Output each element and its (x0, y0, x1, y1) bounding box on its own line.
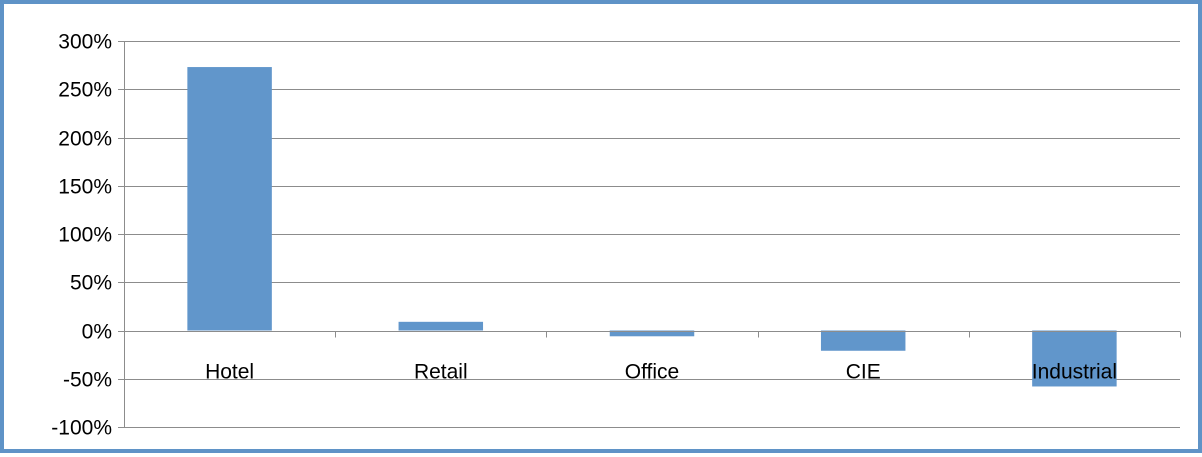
x-category-label: Industrial (1032, 361, 1117, 384)
y-tick-label: 300% (58, 31, 112, 54)
x-category-label: CIE (846, 361, 881, 384)
y-tick-label: 0% (82, 321, 112, 344)
y-tick-label: 100% (58, 224, 112, 247)
x-category-label: Office (625, 361, 679, 384)
bars (187, 67, 1117, 387)
y-tick-label: -50% (63, 369, 112, 392)
axes (118, 41, 1181, 428)
y-tick-label: 50% (70, 272, 112, 295)
bar-chart: -100% -50% 0% 50% 100% 150% 200% 250% 300% Hotel… (51, 31, 1181, 440)
bar-retail (398, 321, 484, 331)
bar-hotel (187, 67, 272, 331)
bar-office (609, 330, 695, 337)
y-tick-label: 200% (58, 128, 112, 151)
bar-cie (820, 330, 906, 351)
y-tick-label: -100% (51, 417, 112, 440)
x-category-labels: Hotel Retail Office CIE Industrial (205, 361, 1117, 384)
y-tick-label: 150% (58, 176, 112, 199)
x-category-label: Hotel (205, 361, 254, 384)
bar-industrial (1032, 330, 1117, 387)
y-tick-labels: -100% -50% 0% 50% 100% 150% 200% 250% 300% (51, 31, 112, 440)
y-tick-label: 250% (58, 79, 112, 102)
x-category-label: Retail (414, 361, 468, 384)
gridlines (124, 41, 1180, 428)
